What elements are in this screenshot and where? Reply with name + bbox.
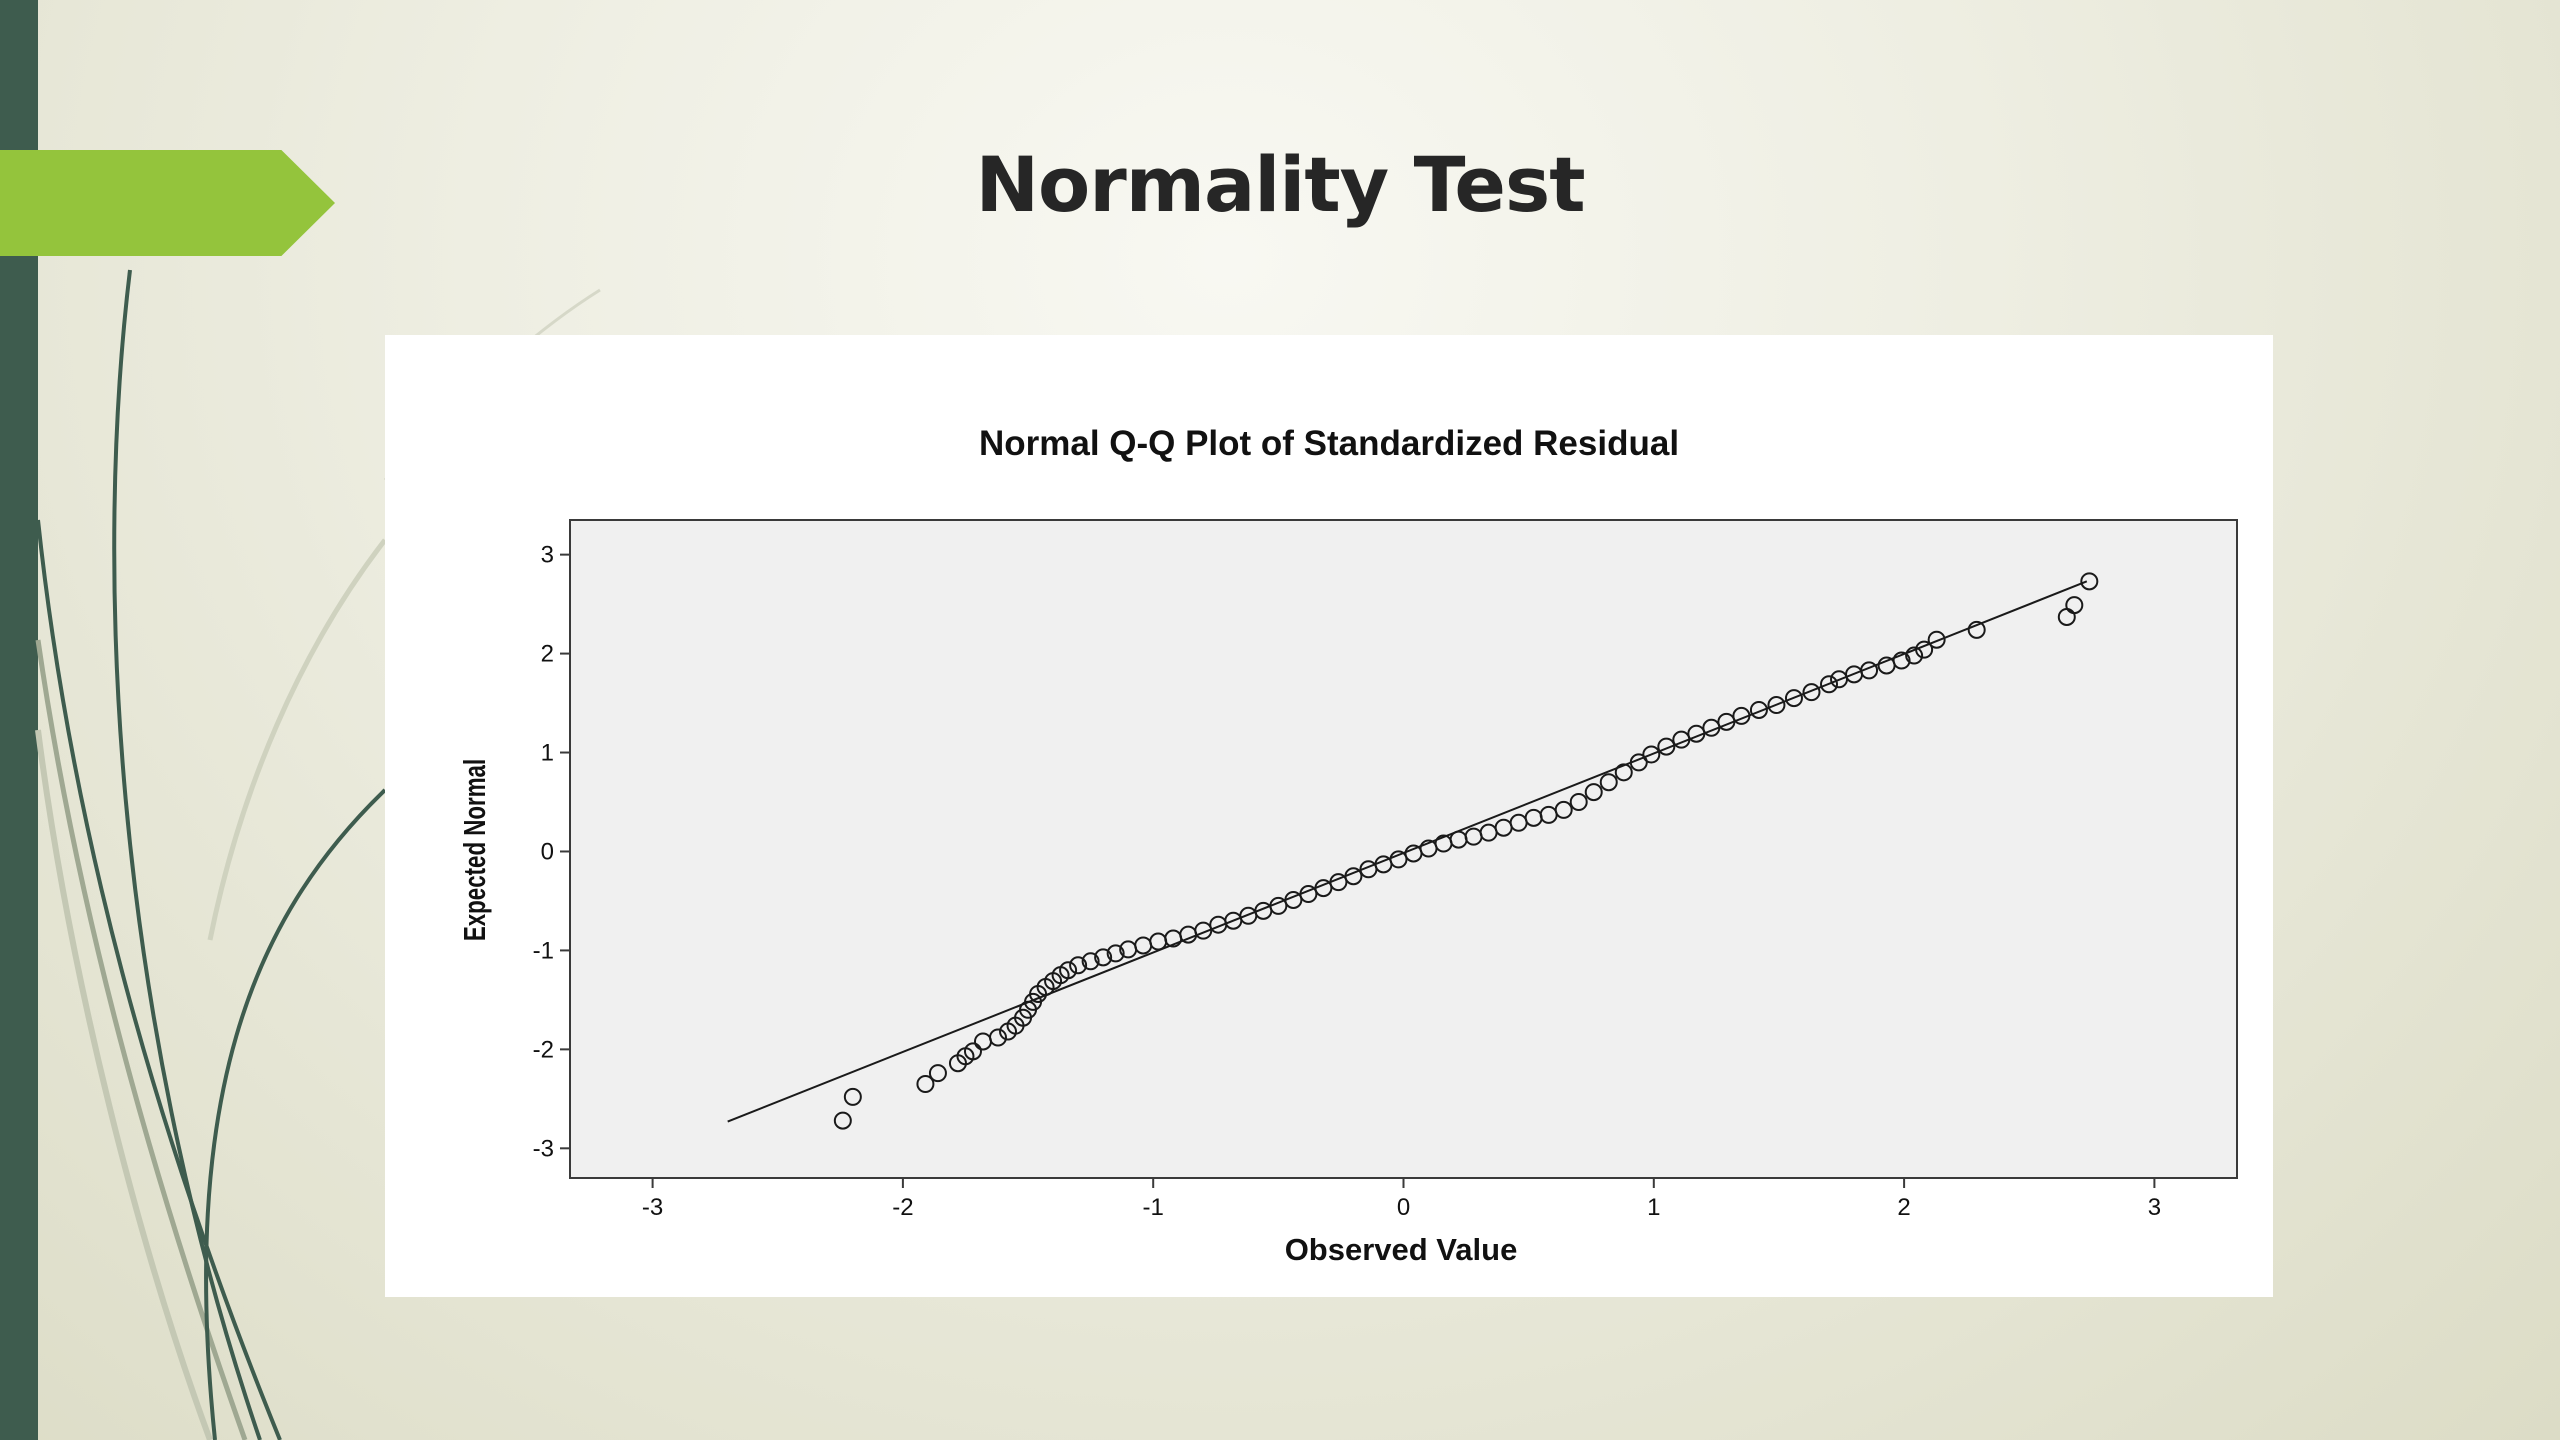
data-point [1905,646,1924,665]
data-point [1820,675,1839,694]
y-tick-label: -1 [533,937,554,964]
data-point [2065,596,2084,615]
data-point [1892,651,1911,670]
y-tick-label: 3 [541,542,554,569]
data-point [1749,700,1768,719]
x-axis: -3 -2 -1 0 1 2 3 [642,1178,2161,1221]
data-point [1569,793,1588,811]
x-tick-label: -3 [642,1194,663,1221]
data-point [1059,961,1078,980]
x-tick-label: 2 [1897,1194,1910,1221]
data-point [1687,724,1706,743]
data-point [833,1111,852,1130]
data-point [1642,745,1661,764]
data-point [1389,850,1408,869]
data-point [1269,896,1288,915]
qq-plot-chart: Normal Q-Q Plot of Standardized Residual… [457,424,2238,1267]
y-axis-label: Expected Normal [457,759,491,941]
y-axis: 3 2 1 0 -1 -2 -3 [533,542,570,1162]
y-tick-label: -2 [533,1036,554,1063]
data-point [843,1087,862,1106]
data-point [1927,630,1946,649]
data-point [1802,683,1821,702]
data-point [1069,956,1088,975]
data-point [1081,952,1100,971]
data-point [928,1064,947,1083]
x-tick-label: 1 [1647,1194,1660,1221]
data-point [1284,890,1303,909]
data-point [1194,921,1213,940]
data-point [1584,783,1603,802]
data-point [2080,572,2099,591]
data-point [1732,706,1751,725]
title-accent-tab [0,150,335,256]
x-tick-label: 0 [1397,1194,1410,1221]
data-point [1657,737,1676,756]
data-point [1915,640,1934,659]
data-point [1344,867,1363,886]
data-point [1860,661,1879,680]
y-tick-label: -3 [533,1135,554,1162]
slide-title: Normality Test [975,140,1585,229]
data-point [916,1075,935,1093]
data-point [1314,879,1333,898]
data-point [1614,763,1633,782]
data-point [1672,730,1691,749]
plot-area [569,519,2238,1179]
data-point [963,1042,982,1061]
chart-image-panel: Normal Q-Q Plot of Standardized Residual… [385,335,2273,1297]
y-tick-label: 1 [541,740,554,767]
x-tick-label: -1 [1143,1194,1164,1221]
data-point [1717,712,1736,731]
y-tick-label: 2 [541,641,554,668]
data-point [1094,948,1113,967]
data-point [1702,718,1721,737]
data-point [989,1028,1008,1047]
data-point [1299,885,1318,904]
data-point [1767,696,1786,715]
data-point [1784,689,1803,708]
chart-title: Normal Q-Q Plot of Standardized Residual [979,424,1679,463]
data-point [1329,873,1348,892]
y-tick-label: 0 [541,838,554,865]
data-point [1106,944,1125,963]
data-points [833,572,2099,1130]
data-point [1967,620,1986,639]
data-point [1599,773,1618,792]
x-tick-label: 3 [2148,1194,2161,1221]
x-axis-label: Observed Value [1285,1232,1518,1267]
x-tick-label: -2 [892,1194,913,1221]
data-point [1629,753,1648,772]
data-point [1554,800,1573,819]
